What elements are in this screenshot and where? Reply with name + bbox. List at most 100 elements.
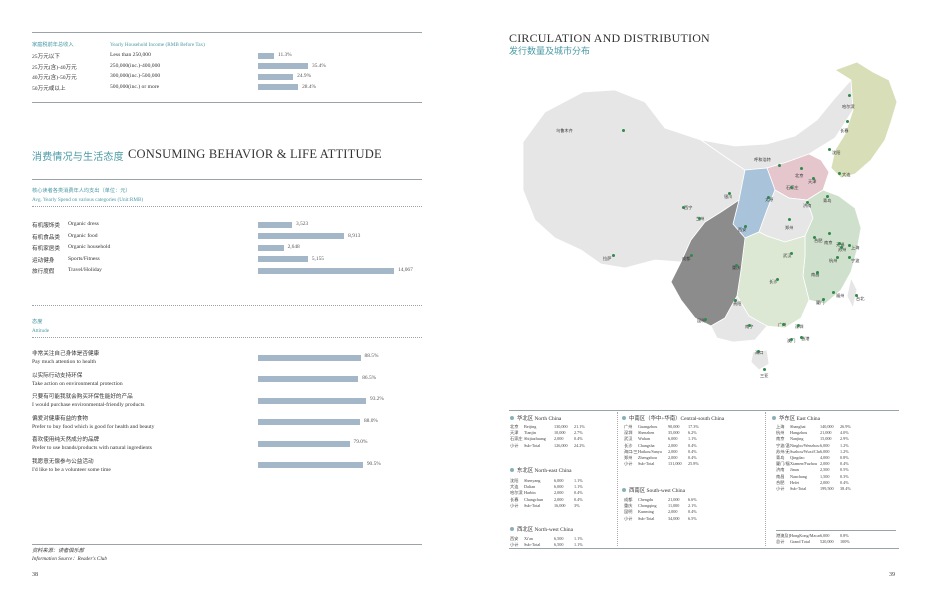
table-cell: 25.8% — [688, 461, 699, 467]
table-cell: 6,000 — [820, 448, 830, 454]
table-divider-2 — [765, 412, 766, 546]
table-cell: 杭州 — [776, 430, 785, 436]
spend-row-cn: 有机食品类 — [32, 234, 60, 241]
city-label: 宁波 — [851, 258, 860, 263]
spend-row-cn: 运动健身 — [32, 257, 55, 264]
table-cell: 21,000 — [820, 430, 832, 436]
city-marker — [816, 271, 819, 274]
north-china-table: 北京 Beijing 130,000 21.1% 天津 Tianjin 10,000 2.7%… — [510, 424, 586, 449]
spend-row-en: Organic food — [68, 232, 98, 239]
table-cell: 6,500 — [554, 542, 564, 548]
table-cell: 郑州 — [624, 455, 633, 461]
hk-macau-table: 港澳及台湾HongKong/Macau/others6,000 0.8% 总计 Gra… — [776, 533, 852, 545]
attitude-bar — [258, 419, 360, 425]
bullet-icon — [510, 416, 514, 420]
city-marker — [776, 278, 779, 281]
table-row: 青岛 Qingdao 4,000 0.8% — [776, 455, 852, 461]
table-cell: 140,000 — [820, 424, 834, 429]
city-label: 拉萨 — [603, 256, 612, 261]
table-cell: 38.4% — [840, 486, 851, 492]
city-marker — [790, 186, 793, 189]
table-cell: Haikou/Sanya — [638, 448, 662, 454]
spend-label-en: Avg. Yearly Spend on various categories … — [32, 197, 144, 203]
table-cell: 6,000 — [820, 442, 830, 448]
city-marker — [698, 217, 701, 220]
spend-value: 8,913 — [348, 232, 361, 239]
income-label-cn: 家庭税前年总收入 — [32, 42, 74, 48]
hk-rule — [776, 530, 896, 531]
income-bar — [258, 84, 299, 90]
city-marker — [622, 129, 625, 132]
table-cell: 130,000 — [554, 424, 568, 429]
table-cell: Beijing — [524, 424, 537, 429]
city-marker — [806, 201, 809, 204]
table-row: 上海 Shanghai 140,000 26.9% — [776, 424, 852, 430]
table-cell: 重庆 — [624, 503, 633, 509]
table-cell: 成都 — [624, 497, 633, 502]
spend-bar — [258, 256, 308, 262]
city-label: 长沙 — [769, 279, 778, 284]
table-row: 小计 Sub-Total 126,000 24.2% — [510, 443, 586, 449]
table-cell: 0.4% — [688, 448, 697, 454]
city-label: 合肥 — [814, 238, 823, 243]
table-row: 长春 Changchun 2,000 0.4% — [510, 497, 586, 503]
attitude-label-en: Attitude — [32, 328, 50, 334]
attitude-row-cn: 只要有可能我就会购买环保性能好的产品 — [32, 394, 133, 400]
table-row: 小计 Sub-Total 34,000 6.5% — [624, 516, 700, 522]
table-cell: 2,000 — [668, 448, 678, 454]
table-cell: 0.4% — [688, 442, 697, 448]
attitude-label-cn: 态度 — [32, 319, 43, 325]
table-cell: Sub-Total — [524, 542, 541, 548]
city-marker — [848, 94, 851, 97]
table-cell: 15,000 — [820, 436, 832, 442]
attitude-bar — [258, 440, 350, 447]
table-divider-1 — [617, 412, 618, 546]
table-cell: 苏州/无锡/常州 — [776, 448, 790, 454]
income-row-cn: 50万元或以上 — [32, 85, 66, 92]
table-row: 重庆 Chongqing 11,000 2.1% — [624, 503, 700, 509]
table-cell: Shenzhen — [638, 430, 655, 436]
city-marker — [767, 196, 770, 199]
table-cell: 2,000 — [668, 442, 678, 448]
table-cell: 小计 — [510, 502, 519, 508]
city-label: 郑州 — [785, 225, 794, 230]
table-row: 大连 Dalian 6,000 1.1% — [510, 484, 586, 490]
table-cell: 520,000 — [820, 539, 834, 545]
table-cell: Guangzhou — [638, 424, 658, 429]
table-cell: Kunming — [638, 509, 654, 515]
attitude-row-cn: 非常关注自己身体是否健康 — [32, 351, 100, 357]
city-label: 厦门 — [816, 300, 825, 305]
north-east-table: 沈阳 Shenyang 6,000 1.1% 大连 Dalian 6,000 1.1% 哈尔滨 H… — [510, 478, 586, 509]
table-row: 成都 Chengdu 21,000 6.6% — [624, 497, 700, 503]
city-marker — [734, 299, 737, 302]
table-row: 港澳及台湾HongKong/Macau/others6,000 0.8% — [776, 533, 852, 539]
consuming-rule — [32, 179, 422, 180]
table-cell: Shenyang — [524, 478, 541, 483]
table-row: 哈尔滨 Harbin 2,000 0.4% — [510, 490, 586, 496]
spend-bar — [258, 244, 284, 251]
city-marker — [797, 324, 800, 327]
city-label: 大连 — [842, 172, 851, 177]
table-cell: 199,500 — [820, 486, 834, 492]
city-label: 昆明 — [697, 318, 706, 323]
table-row: 沈阳 Shenyang 6,000 1.1% — [510, 478, 586, 484]
city-marker — [838, 172, 841, 175]
table-cell: 131,000 — [668, 461, 682, 467]
table-cell: 6.5% — [688, 515, 697, 521]
table-cell: 1.1% — [574, 478, 583, 483]
city-label: 青岛 — [823, 198, 832, 203]
city-label: 南京 — [824, 240, 833, 245]
attitude-row-en: Take action on environmental protection — [32, 380, 123, 387]
source-cn: 资料来源：读者俱乐部 — [32, 548, 84, 554]
income-row-en: 300,000(inc.)-500,000 — [110, 73, 161, 79]
table-cell: HongKong/Macau/others — [790, 533, 820, 538]
table-cell: Changsha — [638, 442, 655, 448]
city-marker — [782, 323, 785, 326]
city-label: 西安 — [738, 227, 747, 232]
north-china-header: 华北区 North China — [510, 414, 561, 422]
table-cell: 21.1% — [574, 424, 585, 429]
city-marker — [826, 195, 829, 198]
city-label: 呼和浩特 — [754, 157, 771, 162]
